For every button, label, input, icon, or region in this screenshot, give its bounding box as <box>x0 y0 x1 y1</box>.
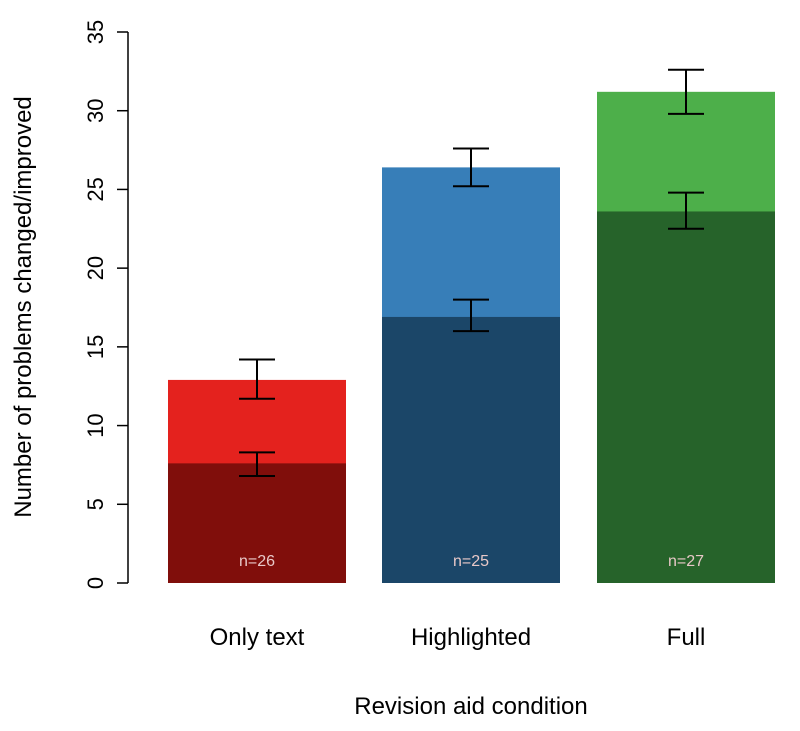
bar-improved-1 <box>382 316 560 583</box>
y-tick-label-1: 5 <box>83 498 108 510</box>
y-tick-label-3: 15 <box>83 335 108 359</box>
bar-improved-0 <box>168 463 346 583</box>
x-axis-label: Revision aid condition <box>354 693 587 720</box>
x-tick-label-2: Full <box>667 624 706 651</box>
x-tick-label-0: Only text <box>210 624 305 651</box>
bar-improved-2 <box>597 211 775 583</box>
y-tick-label-7: 35 <box>83 20 108 44</box>
bar-n-label-0: n=26 <box>239 553 275 570</box>
bar-n-label-1: n=25 <box>453 553 489 570</box>
y-tick-label-6: 30 <box>83 98 108 122</box>
bar-n-label-2: n=27 <box>668 553 704 570</box>
y-axis-label: Number of problems changed/improved <box>10 96 37 518</box>
y-tick-label-5: 25 <box>83 177 108 201</box>
y-tick-label-2: 10 <box>83 413 108 437</box>
y-tick-label-0: 0 <box>83 577 108 589</box>
x-tick-label-1: Highlighted <box>411 624 531 651</box>
y-tick-label-4: 20 <box>83 256 108 280</box>
